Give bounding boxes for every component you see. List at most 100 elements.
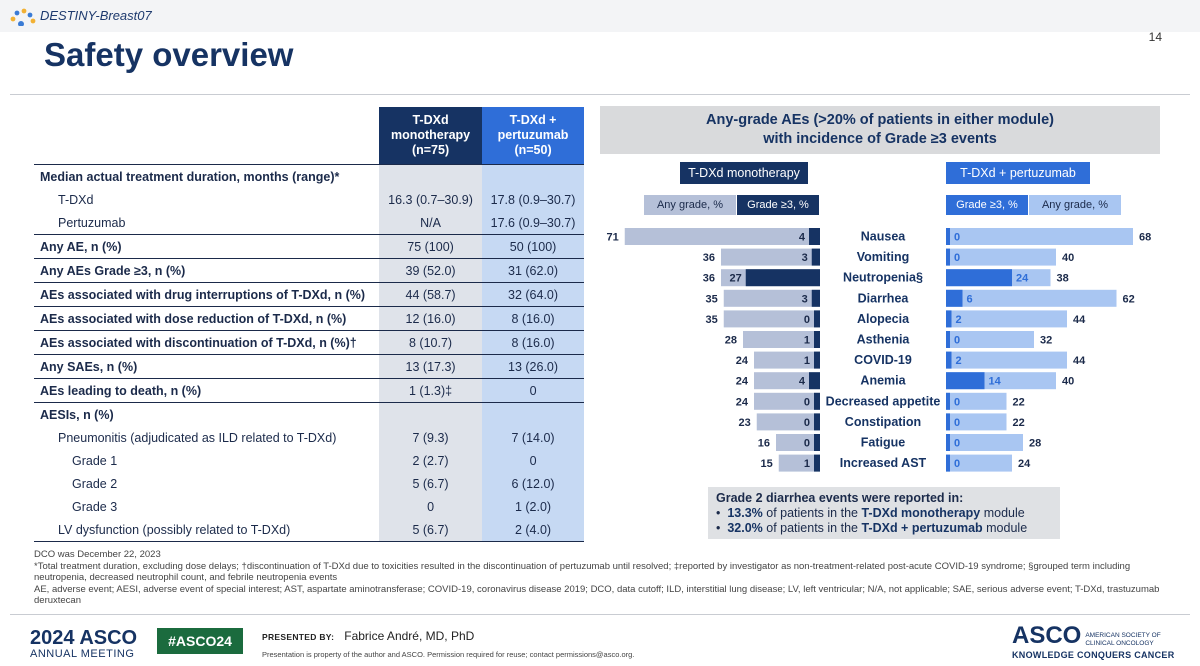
- bar-left-grade3: [814, 434, 820, 451]
- category-label: Alopecia: [857, 312, 910, 326]
- bar-right-any-grade: [946, 248, 1056, 266]
- table-row: Grade 1 2 (2.7) 0: [34, 449, 584, 472]
- bar-left-any-grade: [776, 434, 820, 451]
- category-label: Anemia: [860, 374, 906, 388]
- label-left-any-grade: 36: [703, 273, 715, 285]
- label-right-grade3: 24: [1016, 273, 1029, 285]
- category-label: Increased AST: [840, 456, 927, 470]
- label-right-any-grade: 28: [1029, 438, 1041, 450]
- label-right-grade3: 0: [954, 438, 960, 450]
- bar-left-any-grade: [721, 248, 820, 266]
- label-left-any-grade: 24: [736, 396, 749, 408]
- right-any-grade-label: Any grade, %: [1029, 195, 1121, 215]
- chart-header: Any-grade AEs (>20% of patients in eithe…: [600, 106, 1160, 154]
- label-right-grade3: 2: [956, 314, 962, 326]
- label-right-grade3: 2: [956, 355, 962, 367]
- table-row: AEs associated with drug interruptions o…: [34, 282, 584, 307]
- table-row: Any AEs Grade ≥3, n (%) 39 (52.0) 31 (62…: [34, 258, 584, 283]
- label-left-any-grade: 71: [607, 232, 619, 244]
- bar-right-any-grade: [946, 228, 1133, 245]
- label-left-grade3: 0: [804, 438, 810, 450]
- note-item: • 32.0% of patients in the T-DXd + pertu…: [716, 521, 1028, 535]
- bar-left-any-grade: [778, 454, 820, 472]
- category-label: Constipation: [845, 415, 921, 429]
- bar-right-grade3: [946, 331, 950, 348]
- bar-left-grade3: [814, 413, 820, 431]
- label-left-grade3: 0: [804, 396, 810, 408]
- bar-right-grade3: [946, 289, 963, 307]
- table-row: Any SAEs, n (%) 13 (17.3) 13 (26.0): [34, 354, 584, 379]
- category-label: Vomiting: [857, 250, 910, 264]
- bar-right-any-grade: [946, 413, 1007, 431]
- label-left-grade3: 3: [802, 293, 808, 305]
- table-row: Pertuzumab N/A 17.6 (0.9–30.7): [34, 211, 584, 235]
- bar-left-grade3: [809, 372, 820, 390]
- label-left-grade3: 4: [799, 376, 806, 388]
- table-row: Grade 3 0 1 (2.0): [34, 495, 584, 518]
- label-right-any-grade: 24: [1018, 458, 1031, 470]
- col-header-pertuzumab: T-DXd + pertuzumab (n=50): [482, 107, 584, 165]
- page-title: Safety overview: [44, 36, 294, 73]
- title-divider: [10, 94, 1190, 95]
- label-right-any-grade: 40: [1062, 252, 1074, 264]
- bar-right-grade3: [946, 434, 950, 451]
- col-header-monotherapy: T-DXd monotherapy (n=75): [379, 107, 483, 165]
- label-right-any-grade: 44: [1073, 314, 1086, 326]
- label-right-grade3: 0: [954, 396, 960, 408]
- label-right-any-grade: 44: [1073, 355, 1086, 367]
- label-right-grade3: 14: [989, 376, 1002, 388]
- label-left-grade3: 1: [804, 355, 810, 367]
- bar-left-grade3: [745, 269, 820, 287]
- bar-left-any-grade: [723, 310, 820, 328]
- left-module-label: T-DXd monotherapy: [680, 162, 808, 184]
- study-logo-text: DESTINY-Breast07: [40, 7, 152, 23]
- study-logo-icon: [10, 8, 36, 26]
- category-label: Neutropenia§: [843, 271, 923, 285]
- label-left-any-grade: 35: [706, 293, 718, 305]
- label-left-any-grade: 24: [736, 376, 749, 388]
- bar-right-any-grade: [946, 454, 1012, 472]
- bar-left-grade3: [811, 289, 820, 307]
- table-row: AESIs, n (%): [34, 402, 584, 426]
- bar-left-any-grade: [754, 351, 820, 369]
- label-right-any-grade: 62: [1123, 293, 1135, 305]
- label-left-grade3: 27: [730, 273, 742, 285]
- table-row: Median actual treatment duration, months…: [34, 164, 584, 188]
- label-left-any-grade: 36: [703, 252, 715, 264]
- table-row: AEs associated with dose reduction of T-…: [34, 306, 584, 331]
- asco-meeting-logo: 2024 ASCO ANNUAL MEETING: [30, 627, 138, 660]
- label-left-grade3: 0: [804, 417, 810, 429]
- label-right-any-grade: 40: [1062, 376, 1074, 388]
- right-grade3-label: Grade ≥3, %: [946, 195, 1028, 215]
- bar-left-any-grade: [754, 372, 820, 390]
- label-right-grade3: 0: [954, 458, 960, 470]
- table-row: Pneumonitis (adjudicated as ILD related …: [34, 426, 584, 449]
- bar-left-any-grade: [743, 331, 820, 348]
- label-right-grade3: 0: [954, 232, 960, 244]
- category-label: Asthenia: [857, 333, 911, 347]
- label-left-grade3: 3: [802, 252, 808, 264]
- bar-right-grade3: [946, 413, 950, 431]
- bar-left-grade3: [814, 392, 820, 410]
- bar-left-grade3: [814, 351, 820, 369]
- study-logo: DESTINY-Breast07: [6, 4, 152, 26]
- bar-left-any-grade: [624, 228, 820, 245]
- label-left-any-grade: 16: [758, 438, 770, 450]
- label-left-grade3: 1: [804, 335, 810, 347]
- label-left-any-grade: 24: [736, 355, 749, 367]
- label-right-any-grade: 32: [1040, 335, 1052, 347]
- footer-divider: [10, 614, 1190, 615]
- bar-right-any-grade: [946, 372, 1056, 390]
- table-header-row: T-DXd monotherapy (n=75) T-DXd + pertuzu…: [34, 107, 584, 165]
- table-row: LV dysfunction (possibly related to T-DX…: [34, 518, 584, 542]
- asco-society-logo: ASCO AMERICAN SOCIETY OF CLINICAL ONCOLO…: [1012, 622, 1175, 661]
- label-left-any-grade: 35: [706, 314, 718, 326]
- label-left-any-grade: 15: [761, 458, 773, 470]
- bar-right-any-grade: [946, 434, 1023, 451]
- table-row: AEs associated with discontinuation of T…: [34, 330, 584, 355]
- bar-right-grade3: [946, 248, 950, 266]
- bar-left-any-grade: [756, 413, 820, 431]
- label-right-grade3: 6: [967, 293, 973, 305]
- page-number: 14: [1148, 30, 1162, 44]
- top-bar: DESTINY-Breast07: [0, 0, 1200, 32]
